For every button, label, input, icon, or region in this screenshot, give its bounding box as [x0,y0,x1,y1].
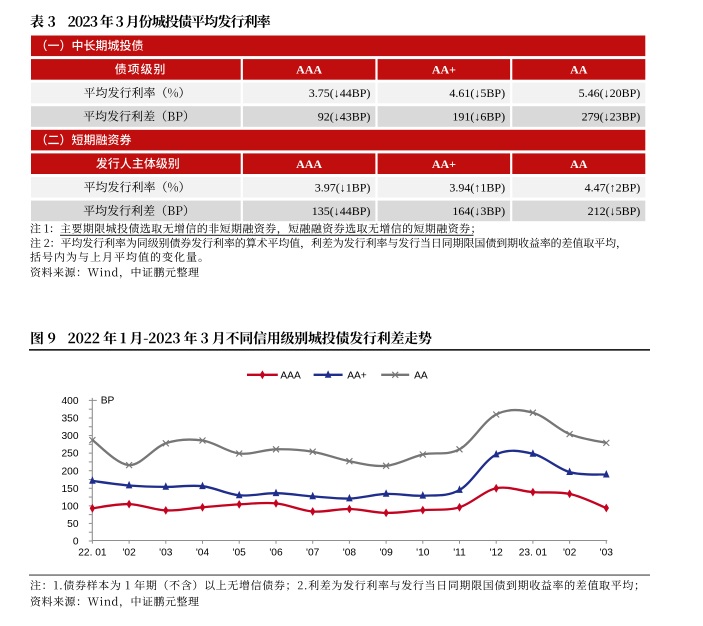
svg-text:92(↓43BP): 92(↓43BP) [318,110,371,124]
svg-text:191(↓6BP): 191(↓6BP) [452,110,505,124]
svg-text:'09: '09 [379,548,393,559]
svg-text:300: 300 [62,431,79,442]
svg-text:250: 250 [62,449,79,460]
svg-text:0: 0 [73,537,79,548]
svg-text:AAA: AAA [296,157,322,171]
svg-text:22. 01: 22. 01 [78,548,107,559]
svg-text:'04: '04 [196,548,210,559]
svg-text:4.47(↑2BP): 4.47(↑2BP) [585,180,641,194]
svg-text:200: 200 [62,466,79,477]
svg-text:164(↓3BP): 164(↓3BP) [452,204,505,218]
svg-text:'02: '02 [563,548,577,559]
svg-text:'06: '06 [269,548,283,559]
svg-text:'12: '12 [490,548,504,559]
svg-text:'03: '03 [159,548,173,559]
svg-text:100: 100 [62,502,79,513]
svg-text:AAA: AAA [296,63,322,77]
svg-text:400: 400 [62,396,79,407]
svg-text:4.61(↓5BP): 4.61(↓5BP) [449,86,505,100]
svg-text:3.75(↓44BP): 3.75(↓44BP) [309,86,371,100]
svg-text:5.46(↓20BP): 5.46(↓20BP) [579,86,641,100]
svg-text:212(↓5BP): 212(↓5BP) [588,204,641,218]
svg-text:23. 01: 23. 01 [519,548,548,559]
svg-text:'10: '10 [416,548,430,559]
svg-text:AA+: AA+ [432,157,456,171]
svg-text:AA: AA [570,63,588,77]
svg-text:AA: AA [570,157,588,171]
svg-text:135(↓44BP): 135(↓44BP) [312,204,371,218]
svg-text:AA+: AA+ [432,63,456,77]
svg-text:3.97(↓1BP): 3.97(↓1BP) [315,180,371,194]
svg-text:3.94(↑1BP): 3.94(↑1BP) [449,180,505,194]
svg-text:BP: BP [101,395,115,406]
svg-text:'07: '07 [306,548,320,559]
svg-text:AA: AA [414,371,428,382]
svg-text:350: 350 [62,414,79,425]
svg-text:AAA: AAA [280,371,301,382]
svg-text:'02: '02 [122,548,136,559]
svg-text:150: 150 [62,484,79,495]
svg-text:50: 50 [67,519,79,530]
svg-text:'03: '03 [600,548,614,559]
svg-text:'05: '05 [233,548,247,559]
svg-text:'08: '08 [343,548,357,559]
svg-text:'11: '11 [453,548,466,559]
svg-text:279(↓23BP): 279(↓23BP) [582,110,641,124]
svg-text:AA+: AA+ [347,371,367,382]
